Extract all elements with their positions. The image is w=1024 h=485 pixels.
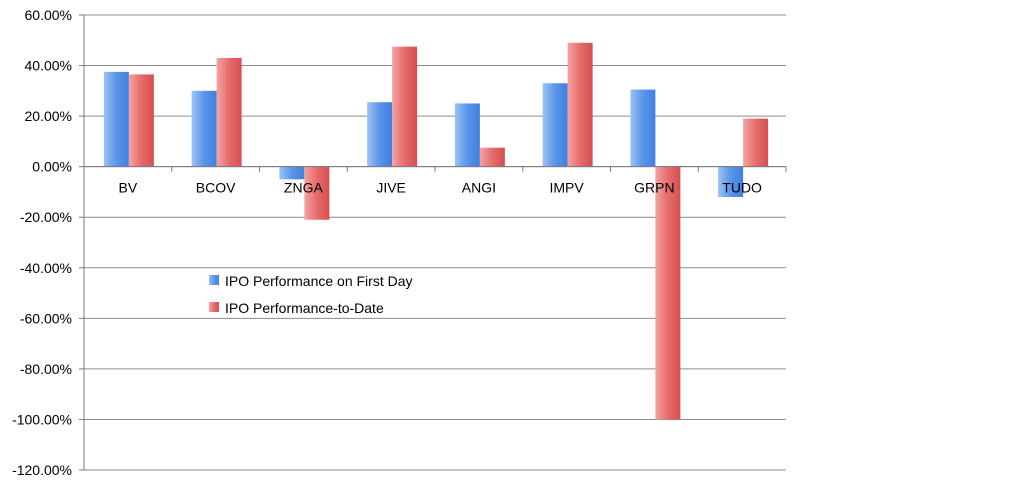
category-labels: BV BCOV ZNGA JIVE ANGI IMPV GRPN TUDO — [119, 180, 763, 196]
bar-first-day-tudo — [718, 166, 744, 197]
legend-swatch-to-date — [209, 302, 219, 312]
bar-first-day-znga — [279, 166, 305, 180]
y-tick-label: -80.00% — [20, 361, 72, 377]
category-label-bcov: BCOV — [196, 180, 236, 196]
y-axis-tick-labels: 60.00% 40.00% 20.00% 0.00% -20.00% -40.00% -60… — [12, 7, 72, 478]
y-tick-label: -100.00% — [12, 411, 72, 427]
category-label-tudo: TUDO — [722, 180, 762, 196]
category-label-znga: ZNGA — [284, 180, 324, 196]
legend-swatch-first-day — [209, 275, 219, 285]
bar-to-date-jive — [392, 46, 418, 167]
bars — [103, 42, 769, 420]
bar-to-date-grpn — [655, 166, 681, 420]
y-tick-label: 20.00% — [25, 108, 72, 124]
category-label-angi: ANGI — [462, 180, 496, 196]
category-label-grpn: GRPN — [634, 180, 674, 196]
bar-first-day-bcov — [191, 90, 217, 167]
bar-first-day-grpn — [630, 89, 656, 167]
y-tick-label: -20.00% — [20, 209, 72, 225]
category-label-impv: IMPV — [550, 180, 585, 196]
y-tick-label: 40.00% — [25, 58, 72, 74]
bar-first-day-bv — [103, 71, 129, 167]
bar-first-day-impv — [542, 83, 568, 167]
category-label-jive: JIVE — [376, 180, 406, 196]
y-tick-label: -40.00% — [20, 260, 72, 276]
legend-label-first-day: IPO Performance on First Day — [225, 273, 413, 289]
y-tick-label: -60.00% — [20, 310, 72, 326]
y-tick-label: 0.00% — [32, 159, 72, 175]
bar-to-date-angi — [479, 147, 505, 167]
y-tick-label: 60.00% — [25, 7, 72, 23]
bar-to-date-tudo — [743, 118, 769, 167]
bar-first-day-jive — [367, 102, 393, 167]
category-label-bv: BV — [119, 180, 138, 196]
bar-to-date-impv — [567, 42, 593, 167]
bar-to-date-bcov — [216, 57, 242, 167]
legend-label-to-date: IPO Performance-to-Date — [225, 300, 384, 316]
y-tick-label: -120.00% — [12, 462, 72, 478]
bar-to-date-znga — [304, 166, 330, 220]
axes — [79, 14, 787, 471]
legend: IPO Performance on First Day IPO Performa… — [209, 273, 413, 316]
gridlines — [84, 14, 786, 471]
bar-first-day-angi — [454, 103, 480, 167]
bar-to-date-bv — [128, 74, 154, 167]
